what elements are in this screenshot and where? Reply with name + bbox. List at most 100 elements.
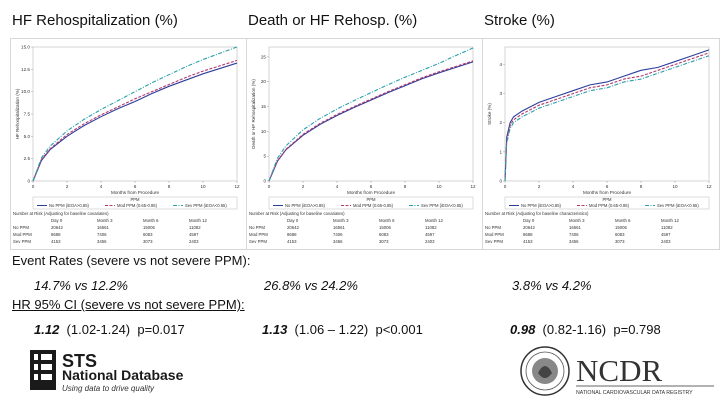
legend [504,196,710,210]
risk-cell: 4597 [661,232,671,237]
ncdr-logo: NCDR NATIONAL CARDIOVASCULAR DATA REGIST… [520,343,716,406]
x-tick-label: 2 [538,184,541,189]
y-tick-label: 1 [499,149,502,154]
legend-entry-1: No PPM (iEOA>0.85) [521,203,562,208]
hr-hf: 1.12 (1.02-1.24) p=0.017 [34,322,185,337]
series-line-3 [268,47,474,182]
risk-cell: 20642 [523,225,536,230]
risk-table-header: Number at Risk (Adjusting for baseline c… [13,211,109,216]
x-axis-label: Months from Procedure [111,190,159,195]
x-tick-label: 10 [672,184,678,189]
x-tick-label: 4 [100,184,103,189]
risk-cell: 16561 [97,225,110,230]
risk-cell: 16561 [333,225,346,230]
risk-cell: 4153 [51,239,61,244]
legend-title: PPM [130,197,140,202]
plot-area [32,46,238,182]
risk-cell: 4597 [189,232,199,237]
risk-row-label: No PPM [485,225,501,230]
risk-row-label: No PPM [13,225,29,230]
risk-col-header: Month 6 [143,218,159,223]
panel-title-hf-rehosp: HF Rehospitalization (%) [12,12,178,29]
risk-cell: 11082 [189,225,201,230]
y-tick-label: 0 [499,179,502,184]
y-tick-label: 4 [499,62,502,67]
risk-row-label: No PPM [249,225,265,230]
hr-stroke: 0.98 (0.82-1.16) p=0.798 [510,322,661,337]
risk-cell: 4153 [287,239,297,244]
y-tick-label: 20 [261,79,267,84]
legend-entry-1: No PPM (iEOA>0.85) [285,203,326,208]
x-tick-label: 6 [134,184,137,189]
risk-col-header: Day 0 [51,218,63,223]
y-tick-label: 0 [263,179,266,184]
x-tick-label: 4 [336,184,339,189]
y-tick-label: 2.5 [24,156,31,161]
plot-area [504,46,710,182]
event-rate-death-hf: 26.8% vs 24.2% [264,278,358,293]
x-tick-label: 0 [268,184,271,189]
sts-logo-tagline: Using data to drive quality [62,384,155,393]
y-tick-label: 2 [499,120,502,125]
chart-hf-rehosp: 0 2.5 5.0 7.5 10.0 12.5 15.0 0 2 4 6 8 10 12 Months fr… [10,38,248,250]
series-line-3 [32,46,238,182]
risk-cell: 3456 [333,239,343,244]
risk-cell: 15006 [143,225,156,230]
y-tick-label: 10.0 [21,89,30,94]
legend-title: PPM [366,197,376,202]
x-tick-label: 0 [504,184,507,189]
risk-col-header: Month 12 [189,218,208,223]
chart-death-hf-svg: 0 5 10 15 20 25 0 2 4 6 8 10 12 Months from Procedure… [249,46,476,244]
legend-entry-1: No PPM (iEOA>0.85) [49,203,90,208]
panel-title-death-hf: Death or HF Rehosp. (%) [248,12,418,29]
risk-cell: 11082 [425,225,437,230]
hr-death-hf-p: p<0.001 [375,322,423,337]
risk-col-header: Month 3 [97,218,113,223]
risk-cell: 15006 [615,225,628,230]
sts-logo-letters: STS [62,351,97,371]
hr-hf-ci: (1.02-1.24) [66,322,131,337]
risk-cell: 7406 [569,232,579,237]
hr-death-hf-ci: (1.06 – 1.22) [294,322,369,337]
event-rates-label: Event Rates (severe vs not severe PPM): [12,253,251,268]
legend-entry-3: Sev PPM (iEOA<0.65) [185,203,227,208]
risk-cell: 3073 [379,239,389,244]
x-axis-label: Months from Procedure [347,190,395,195]
series-line-1 [32,62,238,182]
risk-cell: 8688 [523,232,533,237]
plot-area [268,46,474,182]
risk-col-header: Month 3 [569,218,585,223]
series-line-3 [504,55,710,182]
hr-hf-p: p=0.017 [137,322,185,337]
x-tick-label: 0 [32,184,35,189]
risk-row-label: Mod PPM [249,232,268,237]
series-line-2 [504,52,710,182]
risk-cell: 6083 [379,232,389,237]
y-axis-label: Death or HF Rehospitalization (%) [251,79,256,149]
legend-entry-2: Mod PPM (0.65-0.85) [117,203,158,208]
risk-table-header: Number at Risk (Adjusting for baseline c… [485,211,589,216]
hr-stroke-ci: (0.82-1.16) [542,322,607,337]
chart-stroke: 0 1 2 3 4 0 2 4 6 8 10 12 Months from Procedure Strok… [482,38,720,250]
y-tick-label: 7.5 [24,112,31,117]
risk-cell: 6083 [615,232,625,237]
x-tick-label: 2 [302,184,305,189]
series-line-2 [268,60,474,182]
risk-cell: 2403 [425,239,435,244]
risk-cell: 7406 [333,232,343,237]
risk-row-label: Sev PPM [13,239,31,244]
risk-cell: 15006 [379,225,392,230]
x-tick-label: 8 [168,184,171,189]
x-tick-label: 12 [234,184,240,189]
risk-cell: 11082 [661,225,673,230]
legend-entry-2: Mod PPM (0.65-0.85) [589,203,630,208]
legend-entry-3: Sev PPM (iEOA<0.65) [421,203,463,208]
risk-cell: 3456 [569,239,579,244]
y-tick-label: 3 [499,91,502,96]
x-tick-label: 12 [706,184,712,189]
y-tick-label: 15 [261,104,267,109]
hr-stroke-value: 0.98 [510,322,536,337]
event-rate-hf: 14.7% vs 12.2% [34,278,128,293]
x-tick-label: 10 [200,184,206,189]
